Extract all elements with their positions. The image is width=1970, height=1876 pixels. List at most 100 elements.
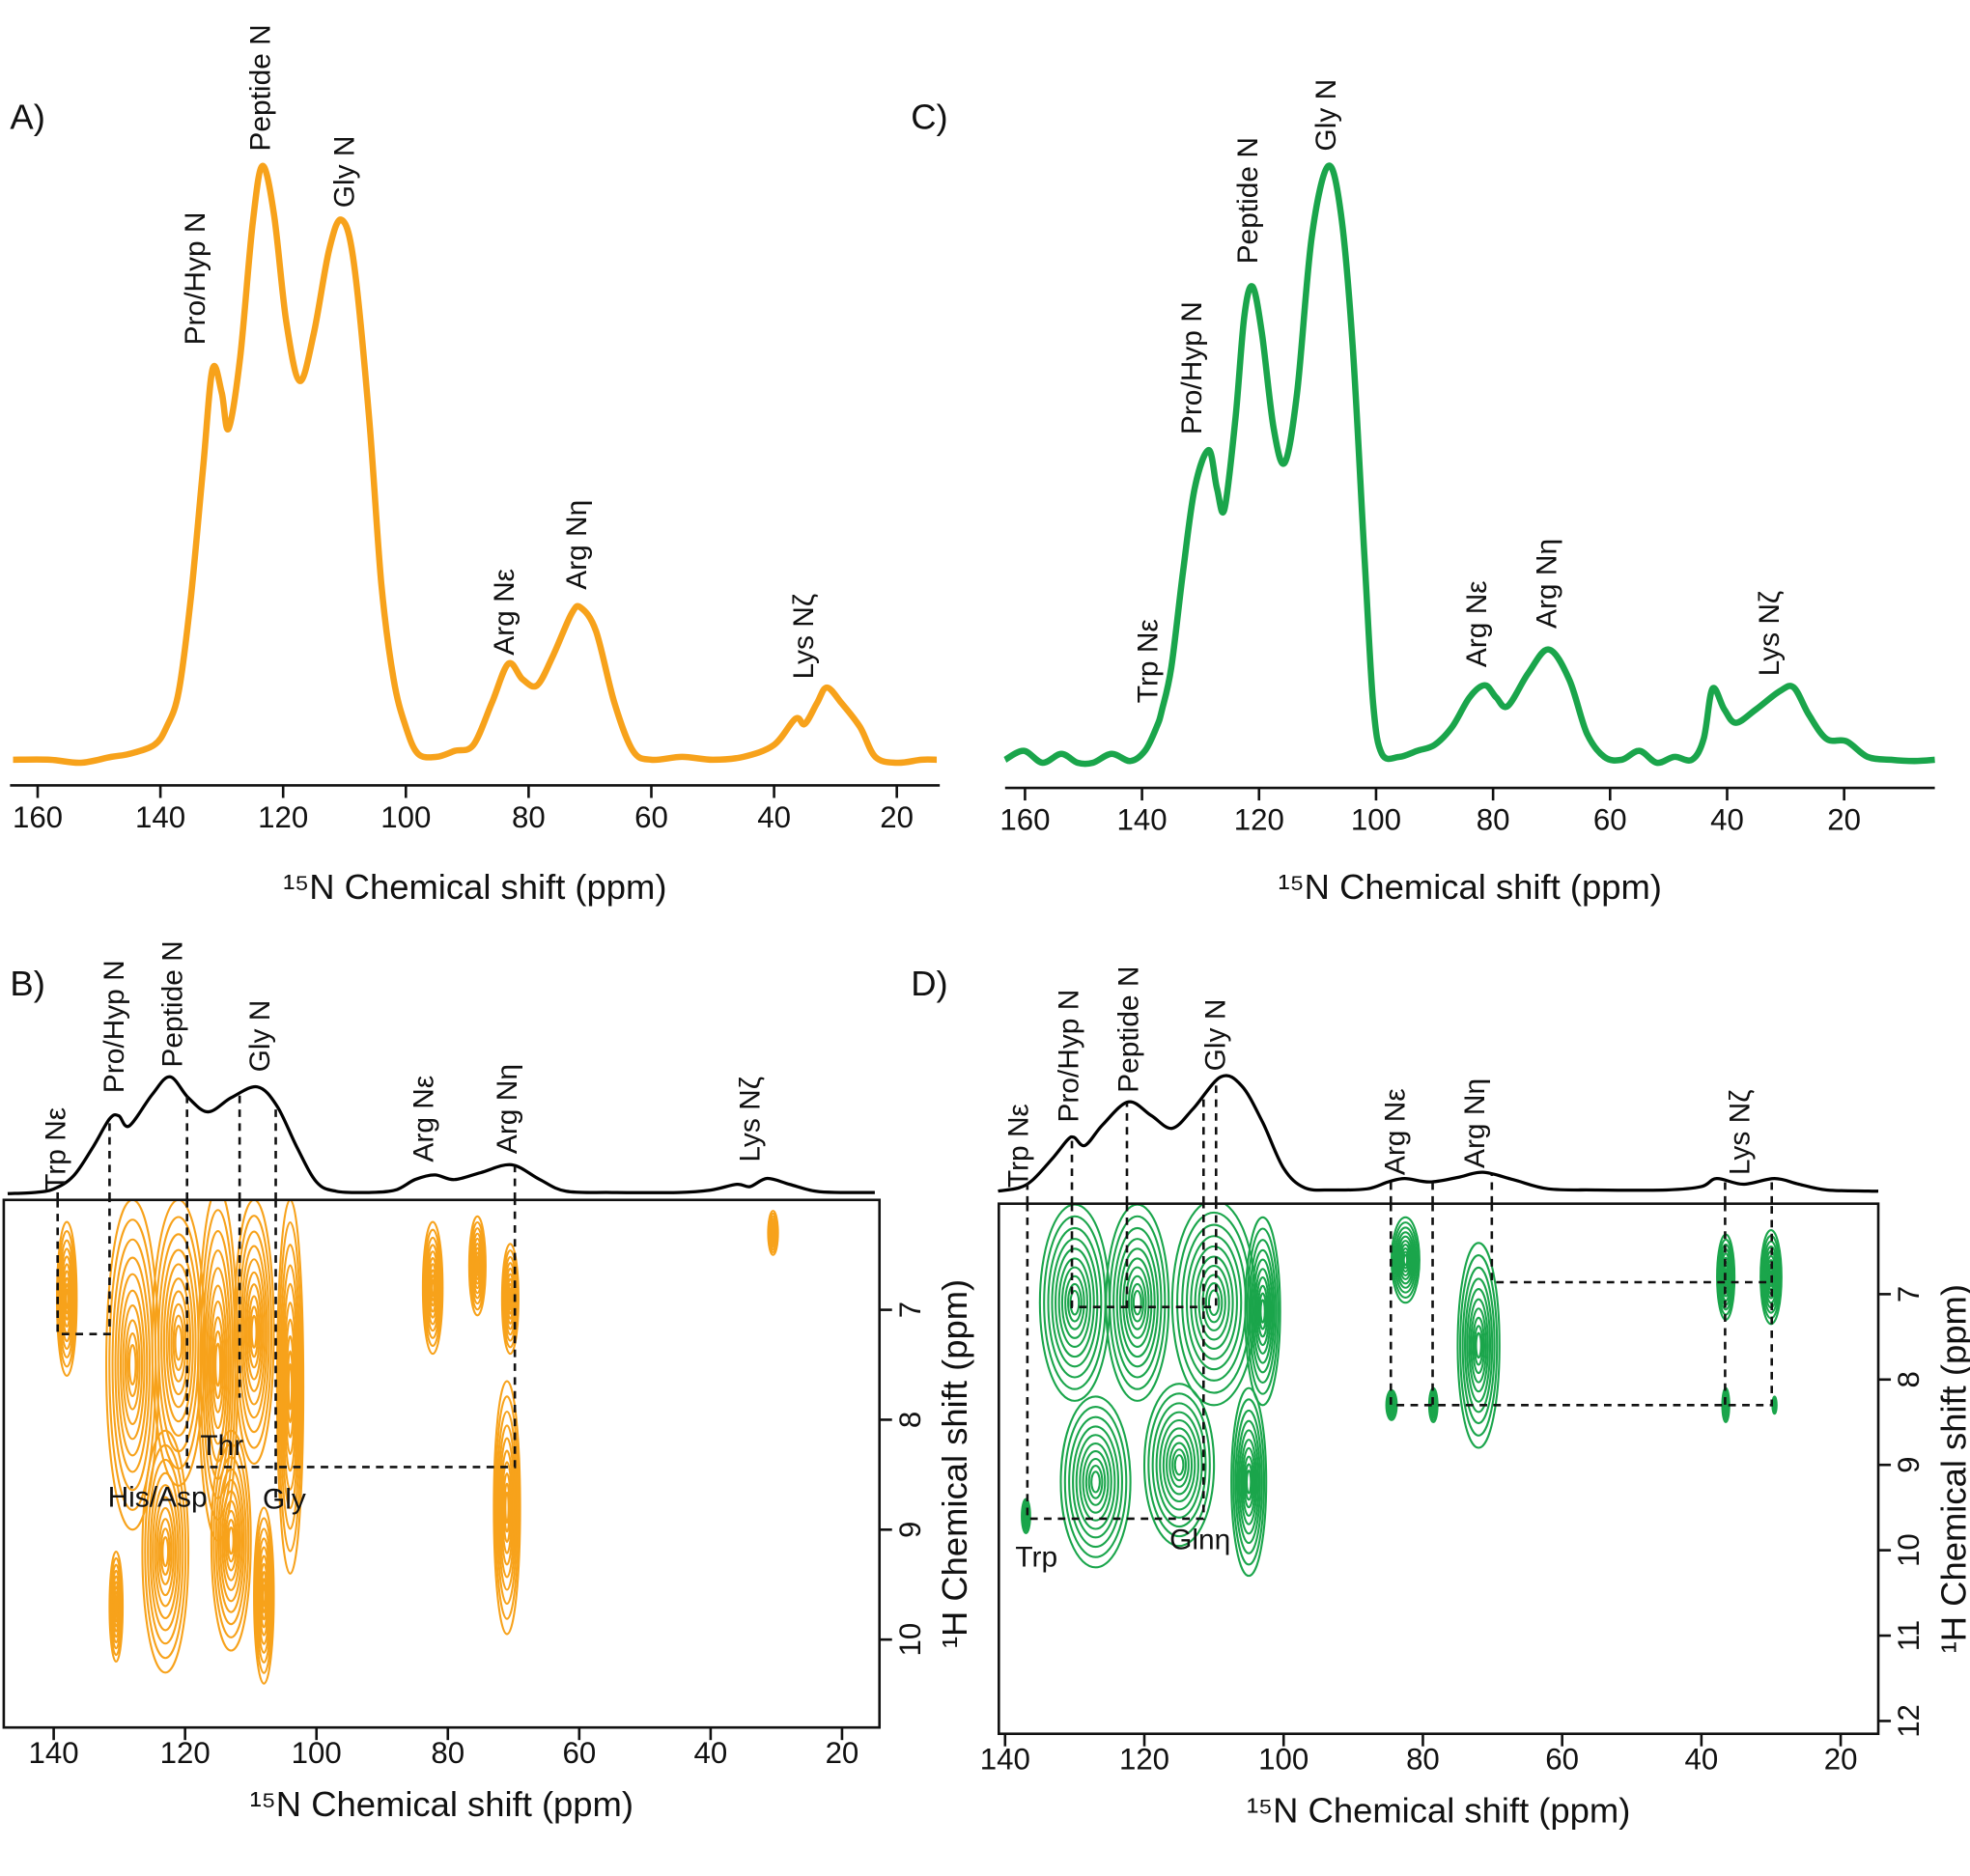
x-tick-label: 140: [135, 800, 185, 834]
contour: [1761, 1240, 1781, 1314]
panel-label: A): [10, 98, 44, 137]
x-tick-label: 160: [999, 802, 1050, 836]
peak-annotation: Pro/Hyp N: [1176, 301, 1208, 434]
contour: [1128, 1274, 1147, 1330]
contour: [58, 1239, 76, 1358]
contour: [424, 1236, 441, 1339]
contour: [1194, 1255, 1234, 1351]
panel: C) 160 140 120 100 80 60 40 20 ¹⁵N Chemical shift…: [911, 79, 1935, 907]
contour: [280, 1264, 300, 1510]
y-tick-label: 9: [893, 1522, 927, 1538]
contour: [1238, 1429, 1260, 1535]
contour: [1115, 1238, 1159, 1368]
contour: [1256, 1284, 1269, 1338]
contour: [216, 1468, 245, 1613]
peak-annotation: Arg Nη: [561, 500, 593, 590]
contour: [152, 1484, 180, 1619]
contour: [499, 1449, 515, 1566]
contour: [275, 1199, 305, 1575]
contour: [1248, 1239, 1278, 1385]
contour: [421, 1220, 444, 1356]
peak-label: His/Asp: [108, 1481, 208, 1513]
contour: [502, 1472, 512, 1543]
x-tick-label: 40: [1685, 1743, 1719, 1777]
contour: [162, 1263, 194, 1423]
x-tick-label: 100: [292, 1736, 342, 1770]
contour: [1168, 1442, 1190, 1488]
contour: [239, 1245, 268, 1419]
contour-group: [55, 1199, 779, 1685]
contour: [1773, 1403, 1776, 1408]
contour: [1190, 1245, 1238, 1360]
contour: [277, 1220, 303, 1553]
x-tick-label: 20: [826, 1736, 859, 1770]
x-tick-label: 20: [1827, 802, 1861, 836]
contour: [1060, 1266, 1088, 1339]
contour: [287, 1363, 294, 1411]
contour: [247, 1295, 261, 1369]
guide-line: [185, 1199, 517, 1469]
contour: [155, 1506, 175, 1597]
contour: [1399, 1244, 1412, 1276]
panel: D) Trp Nε Pro/Hyp N Peptide N Gly N Arg Nε Arg…: [911, 964, 1970, 1830]
contour: [423, 1228, 443, 1347]
contour: [243, 1271, 265, 1392]
contour: [1246, 1227, 1280, 1395]
contour: [210, 1300, 227, 1430]
x-tick-label: 20: [1824, 1743, 1858, 1777]
contour: [508, 1291, 513, 1307]
y-tick-label: 10: [893, 1623, 927, 1657]
contour: [284, 1318, 296, 1455]
contour: [1397, 1240, 1413, 1280]
contour: [1468, 1298, 1489, 1393]
x-tick-label: 140: [1117, 802, 1168, 836]
contour: [1253, 1268, 1272, 1355]
contour: [1250, 1248, 1276, 1374]
panel: B) Trp Nε Pro/Hyp N Peptide N Gly N Arg Nε Arg…: [2, 940, 974, 1824]
contour: [141, 1429, 190, 1674]
contour: [1240, 1439, 1258, 1526]
spectrum-line: [1003, 162, 1935, 768]
y-tick-label: 9: [1892, 1457, 1926, 1473]
projection-annotation: Pro/Hyp N: [1053, 990, 1084, 1123]
contour: [253, 1506, 275, 1685]
y-axis-label: ¹H Chemical shift (ppm): [1933, 1284, 1970, 1653]
contour: [1456, 1242, 1501, 1449]
contour: [122, 1304, 144, 1426]
contour: [1259, 1299, 1266, 1324]
contour: [1173, 1454, 1185, 1476]
contour: [114, 1599, 119, 1614]
contour: [1171, 1448, 1187, 1482]
projection-annotation: Trp Nε: [41, 1107, 72, 1191]
contour: [501, 1461, 513, 1554]
contour: [495, 1410, 519, 1606]
contour: [1084, 1457, 1107, 1506]
contour: [498, 1437, 516, 1579]
contour: [1166, 1434, 1194, 1496]
contour: [1204, 1282, 1224, 1324]
projection-line: [998, 1074, 1879, 1193]
y-tick-label: 8: [893, 1412, 927, 1428]
contour: [1241, 1446, 1256, 1517]
contour: [227, 1526, 235, 1555]
x-axis-label: ¹⁵N Chemical shift (ppm): [1247, 1790, 1630, 1830]
contour: [1185, 1235, 1243, 1371]
peak-annotation: Arg Nε: [1461, 580, 1493, 667]
contour: [1122, 1257, 1153, 1349]
contour: [262, 1583, 267, 1608]
contour: [161, 1535, 170, 1568]
projection-annotation: Peptide N: [157, 940, 189, 1067]
x-tick-label: 140: [980, 1743, 1030, 1777]
projection-annotation: Arg Nε: [408, 1076, 440, 1162]
contour: [157, 1518, 173, 1585]
contour: [1051, 1238, 1099, 1368]
contour: [212, 1330, 223, 1400]
peak-label: Thr: [200, 1430, 243, 1462]
contour: [1082, 1450, 1110, 1514]
contour: [255, 1527, 273, 1664]
contour: [279, 1244, 301, 1530]
contour: [226, 1518, 237, 1563]
contour: [1244, 1463, 1253, 1501]
